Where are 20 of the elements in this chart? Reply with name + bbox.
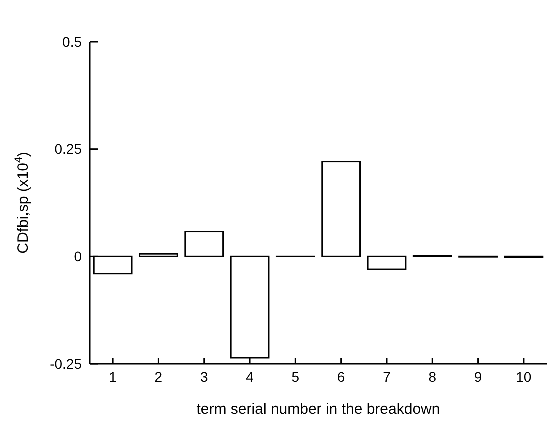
y-tick-label: 0.25 [54, 141, 82, 158]
bar [367, 256, 407, 270]
x-tick-label: 3 [200, 369, 208, 385]
x-tick-label: 10 [516, 369, 532, 385]
bar [139, 253, 178, 258]
y-tick-label: 0 [74, 248, 82, 265]
y-tick-label: 0.5 [62, 34, 82, 50]
x-tick-label: 5 [292, 369, 300, 385]
x-tick-label: 7 [383, 369, 392, 385]
x-tick-label: 6 [337, 369, 346, 385]
bar [93, 256, 133, 275]
x-tick-label: 1 [109, 369, 118, 385]
x-tick-label: 8 [428, 369, 437, 385]
bar [184, 231, 224, 258]
bar [322, 161, 362, 258]
y-tick-label: -0.25 [50, 356, 82, 372]
x-tick-label: 9 [474, 369, 482, 385]
x-tick-label: 4 [246, 369, 254, 385]
x-tick-label: 2 [154, 369, 163, 385]
x-axis-title: term serial number in the breakdown [196, 401, 440, 418]
